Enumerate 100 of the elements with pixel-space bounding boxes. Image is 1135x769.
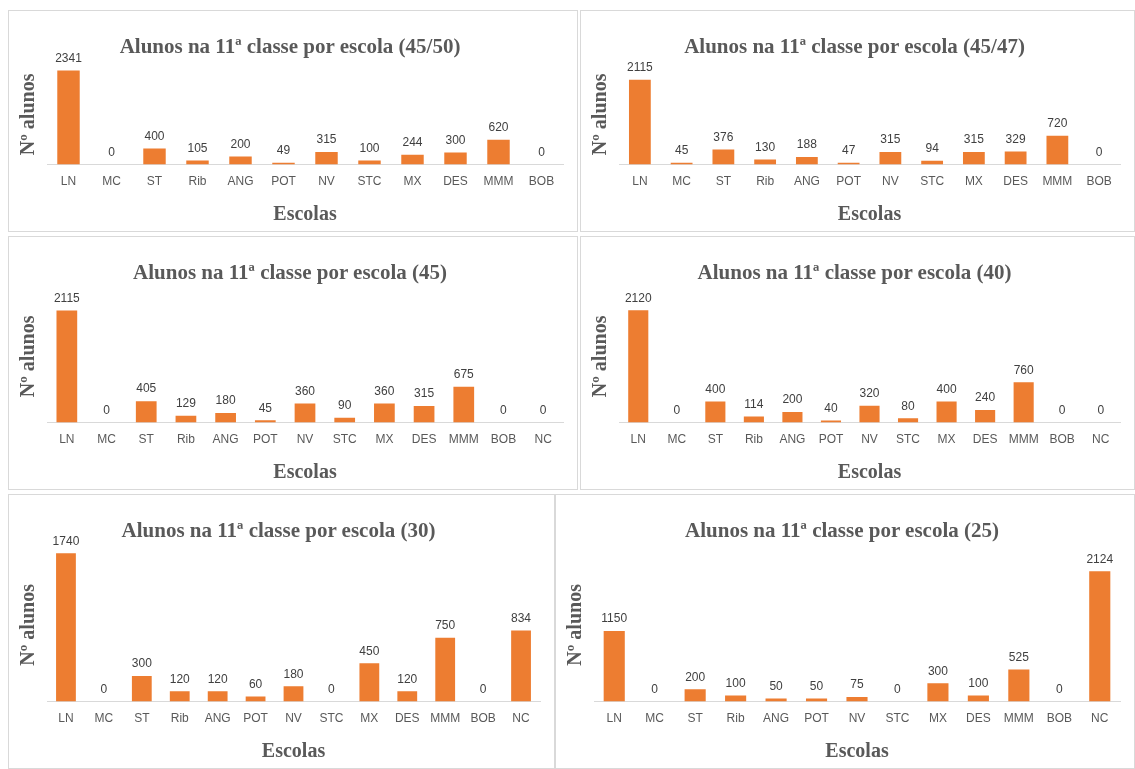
bar	[283, 686, 304, 702]
x-tick-label: MX	[403, 174, 422, 189]
data-label: 320	[859, 385, 880, 400]
bar	[374, 403, 395, 423]
data-label: 105	[187, 140, 208, 155]
bar	[879, 151, 902, 165]
bar	[397, 691, 418, 702]
x-tick-label: BOB	[490, 432, 517, 447]
data-label: 130	[755, 139, 776, 154]
bar	[294, 403, 316, 423]
x-tick-label: MC	[94, 711, 114, 726]
data-label: 120	[169, 671, 191, 686]
data-label: 2341	[55, 50, 83, 65]
x-tick-label: MX	[928, 711, 947, 726]
data-label: 0	[538, 144, 546, 159]
data-label: 94	[925, 141, 940, 156]
y-axis-title: Nº alunos	[588, 315, 611, 398]
bar	[57, 70, 80, 165]
bar	[936, 401, 957, 423]
x-axis-title: Escolas	[261, 739, 326, 762]
bar	[143, 148, 166, 165]
bar	[1004, 151, 1027, 165]
x-tick-label: ST	[715, 174, 732, 189]
x-tick-label: ANG	[779, 432, 806, 447]
x-tick-label: MX	[375, 432, 394, 447]
x-tick-label: Rib	[170, 711, 190, 726]
x-tick-label: POT	[252, 432, 279, 447]
data-label: 40	[824, 400, 838, 415]
bar	[1013, 382, 1034, 423]
bar	[1089, 571, 1111, 702]
data-label: 120	[397, 671, 418, 686]
x-axis-title: Escolas	[273, 202, 337, 225]
data-label: 405	[136, 381, 157, 396]
bar	[215, 413, 236, 423]
data-label: 360	[294, 383, 316, 398]
bar	[135, 401, 157, 423]
bar	[131, 676, 152, 702]
bar	[1008, 669, 1030, 702]
x-tick-label: POT	[836, 174, 862, 189]
x-tick-label: STC	[319, 711, 344, 726]
x-tick-label: MMM	[430, 711, 461, 726]
data-label: 244	[402, 135, 423, 150]
x-tick-label: DES	[411, 432, 437, 447]
x-tick-label: NV	[296, 432, 314, 447]
data-label: 180	[215, 393, 236, 408]
x-axis-title: Escolas	[837, 202, 902, 225]
x-tick-label: MX	[360, 711, 379, 726]
x-tick-label: Rib	[188, 174, 207, 189]
x-tick-label: NV	[861, 432, 878, 447]
bar	[962, 151, 985, 165]
x-tick-label: LN	[630, 432, 646, 447]
data-label: 300	[445, 132, 466, 147]
data-label: 80	[901, 398, 916, 413]
data-label: 329	[1005, 131, 1026, 146]
data-label: 120	[207, 671, 228, 686]
x-tick-label: MX	[937, 432, 956, 447]
data-label: 49	[276, 142, 291, 157]
chart-title: Alunos na 11ª classe por escola (45/47)	[684, 34, 1025, 59]
data-label: 200	[782, 392, 803, 407]
x-tick-label: Rib	[176, 432, 196, 447]
x-tick-label: ST	[707, 432, 724, 447]
x-tick-label: STC	[920, 174, 945, 189]
x-tick-label: LN	[606, 711, 622, 726]
data-label: 0	[103, 402, 111, 417]
bar	[725, 695, 747, 702]
x-tick-label: MMM	[1042, 174, 1073, 189]
data-label: 0	[328, 681, 336, 696]
x-tick-label: MC	[667, 432, 687, 447]
x-tick-label: MMM	[483, 174, 514, 189]
bar	[846, 697, 868, 702]
data-label: 47	[841, 143, 856, 158]
bar	[207, 691, 228, 702]
y-axis-title: Nº alunos	[563, 583, 586, 666]
x-tick-label: POT	[271, 174, 297, 189]
data-label: 315	[316, 132, 337, 147]
bar	[705, 401, 726, 423]
x-tick-label: ST	[138, 432, 155, 447]
x-tick-label: LN	[58, 711, 74, 726]
x-tick-label: NV	[285, 711, 302, 726]
bar	[444, 152, 467, 165]
data-label: 2115	[626, 59, 654, 74]
bar	[435, 637, 456, 702]
data-label: 100	[725, 675, 746, 690]
x-tick-label: ANG	[212, 432, 239, 447]
bar	[967, 695, 989, 702]
data-label: 114	[744, 396, 764, 411]
data-label: 60	[248, 676, 263, 691]
bar	[628, 310, 649, 423]
data-label: 180	[283, 666, 304, 681]
x-tick-label: STC	[332, 432, 358, 447]
bar	[782, 412, 803, 423]
data-label: 0	[1058, 402, 1066, 417]
data-label: 0	[539, 402, 547, 417]
data-label: 0	[500, 402, 508, 417]
data-label: 200	[230, 136, 251, 151]
x-tick-label: ANG	[227, 174, 254, 189]
data-label: 750	[435, 618, 456, 632]
x-tick-label: Rib	[744, 432, 764, 447]
chart-title: Alunos na 11ª classe por escola (30)	[121, 518, 436, 543]
x-tick-label: MMM	[1003, 711, 1034, 726]
